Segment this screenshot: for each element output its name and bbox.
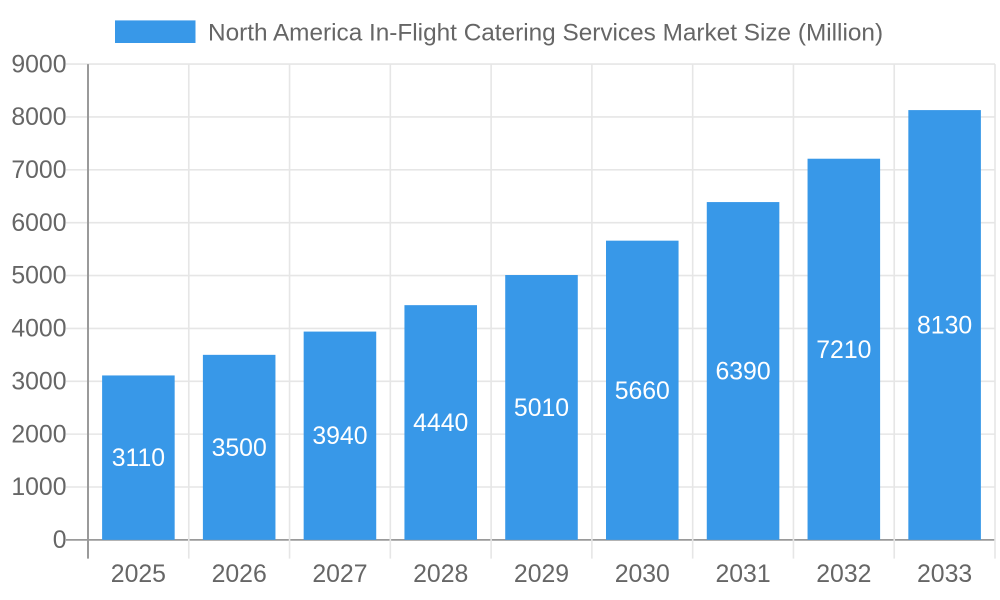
svg-text:7210: 7210 [816,337,871,364]
svg-text:3940: 3940 [312,423,367,450]
svg-text:2030: 2030 [615,561,670,588]
svg-text:8000: 8000 [11,104,66,131]
svg-text:2000: 2000 [11,421,66,448]
svg-text:6390: 6390 [715,358,770,385]
svg-text:8130: 8130 [917,312,972,339]
svg-text:2027: 2027 [312,561,367,588]
svg-text:5010: 5010 [514,395,569,422]
svg-text:4440: 4440 [413,410,468,437]
svg-text:2031: 2031 [715,561,770,588]
svg-text:9000: 9000 [11,51,66,78]
svg-text:2029: 2029 [514,561,569,588]
svg-text:5000: 5000 [11,263,66,290]
svg-text:7000: 7000 [11,157,66,184]
svg-text:6000: 6000 [11,210,66,237]
svg-text:3500: 3500 [212,435,267,462]
svg-text:2033: 2033 [917,561,972,588]
svg-text:4000: 4000 [11,316,66,343]
svg-text:2028: 2028 [413,561,468,588]
svg-text:0: 0 [53,527,67,554]
svg-text:2026: 2026 [212,561,267,588]
svg-text:1000: 1000 [11,474,66,501]
svg-text:2025: 2025 [111,561,166,588]
svg-text:3000: 3000 [11,368,66,395]
svg-text:5660: 5660 [615,378,670,405]
svg-text:2032: 2032 [816,561,871,588]
svg-text:North America In-Flight Cateri: North America In-Flight Catering Service… [208,19,883,46]
svg-text:3110: 3110 [112,445,165,472]
